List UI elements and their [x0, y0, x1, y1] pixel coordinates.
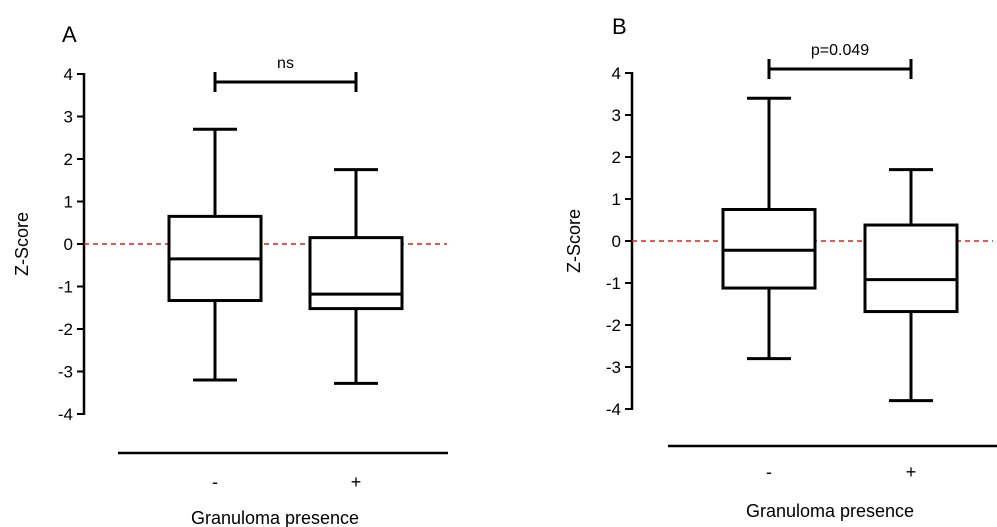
- x-category-label: +: [906, 462, 917, 482]
- y-tick-label: -1: [58, 278, 73, 297]
- y-tick-label: -4: [58, 405, 73, 424]
- y-tick-label: 0: [612, 232, 621, 251]
- x-category-label: -: [212, 472, 218, 492]
- y-tick-label: 3: [64, 108, 73, 127]
- y-tick-label: 1: [64, 193, 73, 212]
- y-tick-label: -3: [58, 363, 73, 382]
- panel-letter: B: [612, 14, 627, 39]
- significance-label: p=0.049: [811, 42, 869, 59]
- box-negative: [721, 96, 817, 361]
- y-tick-label: 0: [64, 235, 73, 254]
- y-tick-label: -4: [606, 400, 621, 419]
- y-tick-label: 4: [612, 64, 621, 83]
- y-tick-label: -2: [58, 320, 73, 339]
- y-axis-title: Z-Score: [564, 209, 584, 273]
- y-tick-label: 1: [612, 190, 621, 209]
- y-tick-label: -2: [606, 316, 621, 335]
- panel-letter: A: [62, 22, 77, 47]
- x-axis-title: Granuloma presence: [746, 501, 914, 521]
- box-positive: [308, 168, 404, 385]
- significance-bracket: ns: [213, 55, 358, 92]
- panel-a: A 4 3 2 1 0 -1 -2 -3 -4 Z-Score - + Granuloma presenc…: [12, 22, 448, 527]
- panel-b: B 4 3 2 1 0 -1 -2 -3 -4 Z-Score - + Granuloma presenc…: [564, 14, 997, 521]
- y-tick-label: 2: [64, 150, 73, 169]
- y-tick-label: 4: [64, 65, 73, 84]
- x-category-label: +: [351, 472, 362, 492]
- y-tick-label: 3: [612, 106, 621, 125]
- y-tick-label: -3: [606, 358, 621, 377]
- y-tick-label: 2: [612, 148, 621, 167]
- box-negative: [167, 127, 263, 382]
- iqr-box: [308, 236, 404, 311]
- x-category-label: -: [766, 462, 772, 482]
- box-positive: [863, 168, 959, 403]
- y-axis-title: Z-Score: [12, 212, 32, 276]
- x-axis-title: Granuloma presence: [191, 508, 359, 527]
- y-tick-label: -1: [606, 274, 621, 293]
- iqr-box: [863, 223, 959, 314]
- significance-label: ns: [277, 55, 294, 72]
- significance-bracket: p=0.049: [767, 42, 913, 79]
